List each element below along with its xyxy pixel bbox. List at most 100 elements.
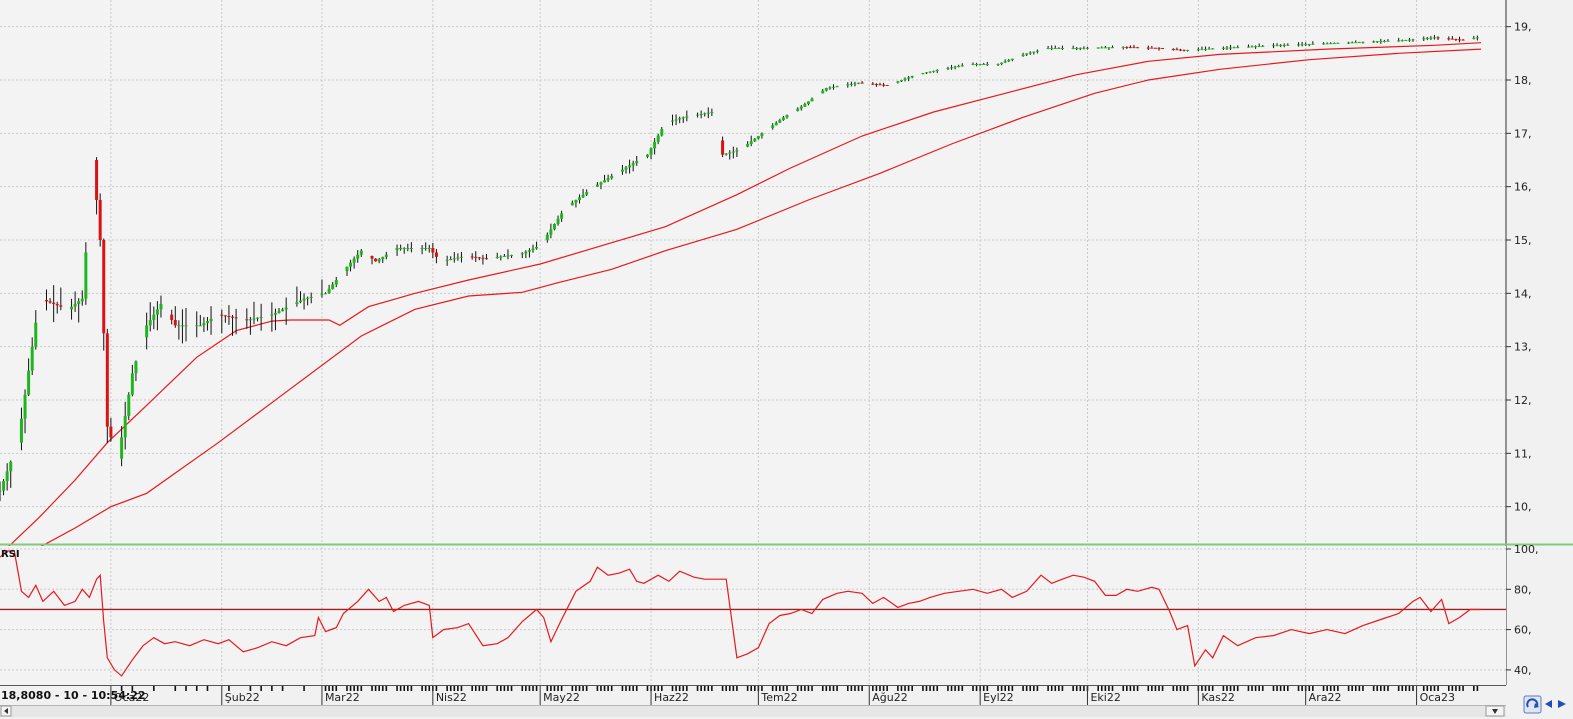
day-mark — [1455, 686, 1457, 691]
day-mark — [700, 686, 702, 691]
candle-body — [624, 167, 628, 170]
candle-body — [431, 248, 435, 253]
candle-body — [384, 254, 388, 257]
day-mark — [1397, 686, 1400, 691]
candle-body — [1007, 60, 1011, 62]
scroll-back-button[interactable] — [1545, 700, 1552, 708]
candle-body — [356, 254, 360, 259]
day-mark — [1058, 686, 1060, 691]
candle-body — [481, 257, 485, 259]
day-mark — [535, 686, 538, 691]
candle-body — [1186, 49, 1190, 51]
candle-body — [599, 182, 603, 185]
day-mark — [682, 686, 685, 691]
day-mark — [1326, 686, 1328, 691]
day-mark — [1354, 686, 1357, 691]
candle-body — [1232, 47, 1236, 49]
candle-body — [120, 437, 124, 459]
rsi-panel — [0, 546, 1506, 685]
candle-body — [5, 471, 9, 482]
candle-body — [1379, 41, 1383, 43]
candle-body — [803, 104, 807, 107]
day-mark — [1473, 686, 1475, 691]
scroll-forward-button[interactable] — [1558, 700, 1566, 708]
triangle-right-icon — [1558, 700, 1566, 708]
candle-body — [95, 160, 99, 200]
candle-body — [924, 72, 928, 74]
day-mark — [1161, 686, 1164, 691]
horizontal-scrollbar[interactable] — [0, 705, 1506, 717]
candle-body — [45, 300, 49, 302]
candle-body — [978, 64, 982, 65]
candle-body — [145, 325, 149, 338]
candle-body — [302, 298, 306, 301]
candle-body — [982, 64, 986, 65]
day-mark — [550, 686, 552, 691]
candle-body — [950, 67, 954, 69]
candle-body — [295, 302, 299, 304]
candle-body — [1103, 47, 1107, 49]
candle-body — [635, 161, 639, 164]
candle-body — [1325, 43, 1329, 45]
day-mark — [1097, 686, 1099, 691]
candle-body — [1096, 47, 1100, 49]
rsi-tick-label: 100, — [1514, 543, 1539, 556]
day-mark — [771, 686, 774, 691]
day-mark — [575, 686, 577, 691]
price-axis-ticks: 10, 11, 12, 13, 14, 15, 16, 17, 18, 19, — [1506, 21, 1532, 514]
candle-body — [910, 76, 914, 78]
candle-body — [731, 151, 735, 153]
day-mark — [882, 686, 885, 691]
candle-body — [449, 259, 453, 261]
day-mark — [1447, 686, 1450, 691]
day-mark — [1186, 686, 1189, 691]
day-mark — [678, 686, 681, 691]
day-mark — [782, 686, 785, 691]
day-mark — [925, 686, 928, 691]
day-mark — [281, 686, 284, 691]
day-mark — [907, 686, 910, 691]
candle-body — [1307, 44, 1311, 45]
day-mark — [378, 686, 380, 691]
day-mark — [696, 686, 699, 691]
candle-body — [735, 150, 739, 152]
day-mark — [571, 686, 574, 691]
rsi-grid — [0, 547, 1506, 684]
candle-body — [456, 257, 460, 259]
candle-body — [1136, 47, 1140, 49]
candle-body — [1003, 61, 1007, 63]
candle-body — [170, 314, 174, 320]
candle-body — [1461, 39, 1465, 41]
candle-body — [1025, 53, 1029, 55]
candle-body — [1311, 43, 1315, 45]
day-mark — [804, 686, 806, 691]
candle-body — [581, 194, 585, 198]
candle-body — [1132, 47, 1136, 49]
rsi-line — [0, 550, 1481, 677]
candle-body — [123, 416, 127, 438]
time-axis-labels: Oca22 Şub22 Mar22 Nis22 May22 Haz22 Tem22 Ağu22… — [110, 686, 1455, 705]
candle-body — [148, 320, 152, 326]
candle-body — [928, 71, 932, 73]
day-mark — [1083, 686, 1085, 691]
candle-body — [202, 323, 206, 326]
day-mark — [1437, 686, 1439, 691]
candle-body — [628, 165, 632, 168]
candle-body — [1286, 44, 1290, 46]
day-mark — [1451, 686, 1454, 691]
day-mark — [1401, 686, 1404, 691]
candle-body — [1146, 47, 1150, 49]
candle-body — [1347, 42, 1351, 44]
candle-body — [1454, 39, 1458, 40]
candle-body — [703, 113, 707, 115]
candle-body — [474, 256, 478, 258]
candle-body — [399, 248, 403, 249]
candle-body — [685, 116, 689, 118]
candle-body — [835, 86, 839, 88]
candle-body — [932, 70, 936, 72]
candle-body — [1046, 48, 1050, 49]
scroll-left-arrow-icon — [4, 708, 8, 714]
refresh-button[interactable] — [1523, 695, 1542, 714]
day-mark — [1111, 686, 1114, 691]
day-mark — [582, 686, 584, 691]
